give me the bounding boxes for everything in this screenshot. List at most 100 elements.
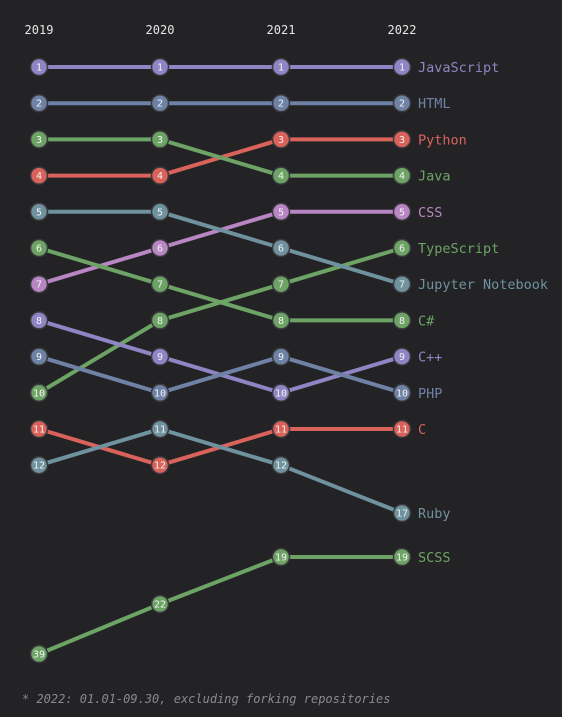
rank-label-c-2020: 7 [157, 280, 163, 291]
rank-label-python-2019: 4 [36, 171, 42, 182]
series-name-java: Java [418, 169, 451, 185]
series-name-python: Python [418, 132, 467, 148]
series-name-scss: SCSS [418, 550, 451, 566]
rank-node-jupyter-notebook-2020 [150, 202, 170, 222]
series-line-c [37, 318, 404, 395]
rank-node-java-2021 [271, 166, 291, 185]
rank-node-scss-2019 [29, 644, 49, 664]
rank-label-python-2021: 3 [278, 135, 284, 146]
rank-node-c-2019 [29, 419, 49, 439]
rank-node-java-2020 [150, 130, 170, 149]
rank-label-c-2021: 8 [278, 316, 284, 327]
series-lines [37, 65, 404, 656]
rank-label-css-2022: 5 [399, 207, 405, 218]
rank-node-css-2020 [150, 238, 170, 258]
series-line-scss [37, 555, 404, 656]
rank-node-typescript-2019 [29, 383, 49, 403]
rank-node-ruby-2022 [392, 503, 412, 523]
series-name-ruby: Ruby [418, 506, 451, 522]
rank-node-scss-2022 [392, 547, 412, 567]
series-name-css: CSS [418, 205, 442, 221]
rank-label-javascript-2021: 1 [278, 63, 284, 74]
rank-label-java-2020: 3 [157, 135, 163, 146]
rank-node-scss-2021 [271, 547, 291, 567]
rank-label-javascript-2019: 1 [36, 63, 42, 74]
rank-node-java-2022 [392, 166, 412, 185]
rank-node-c-2021 [271, 311, 291, 330]
series-name-jupyter-notebook: Jupyter Notebook [418, 277, 548, 293]
rank-node-c-2022 [392, 311, 412, 330]
rank-label-typescript-2019: 10 [33, 388, 45, 399]
x-tick-label-2019: 2019 [25, 23, 54, 37]
rank-label-css-2021: 5 [278, 207, 284, 218]
rank-label-c-2022: 11 [396, 425, 408, 436]
x-tick-label-2021: 2021 [267, 23, 296, 37]
rank-node-c-2022 [392, 347, 412, 366]
rank-node-jupyter-notebook-2022 [392, 274, 412, 294]
rank-label-ruby-2022: 17 [396, 509, 408, 520]
rank-node-html-2022 [392, 93, 412, 113]
series-name-javascript: JavaScript [418, 60, 499, 76]
rank-node-typescript-2022 [392, 238, 412, 258]
rank-node-javascript-2019 [29, 57, 49, 77]
rank-label-scss-2019: 39 [33, 650, 45, 661]
rank-node-html-2020 [150, 93, 170, 113]
x-tick-label-2020: 2020 [146, 23, 175, 37]
rank-label-javascript-2022: 1 [399, 63, 405, 74]
series-line-php [37, 354, 404, 395]
rank-label-php-2019: 9 [36, 352, 42, 363]
rank-node-typescript-2021 [271, 274, 291, 294]
rank-node-python-2022 [392, 130, 412, 149]
rank-label-java-2019: 3 [36, 135, 42, 146]
rank-label-jupyter-notebook-2021: 6 [278, 244, 284, 255]
series-name-c: C# [418, 313, 435, 329]
series-line-c [37, 246, 404, 323]
rank-node-php-2022 [392, 383, 412, 403]
rank-node-php-2019 [29, 347, 49, 366]
rank-label-jupyter-notebook-2022: 7 [399, 280, 405, 291]
rank-label-python-2022: 3 [399, 135, 405, 146]
series-name-c: C [418, 422, 426, 438]
rank-node-c-2020 [150, 347, 170, 366]
rank-node-css-2019 [29, 274, 49, 294]
rank-node-c-2019 [29, 311, 49, 330]
rank-label-ruby-2019: 12 [33, 461, 45, 472]
rank-label-scss-2021: 19 [275, 553, 287, 564]
rank-label-c-2019: 11 [33, 425, 45, 436]
rank-node-javascript-2020 [150, 57, 170, 77]
rank-label-jupyter-notebook-2019: 5 [36, 207, 42, 218]
series-line-ruby [37, 427, 404, 515]
rank-node-php-2021 [271, 347, 291, 366]
rank-node-python-2020 [150, 166, 170, 185]
x-tick-label-2022: 2022 [388, 23, 417, 37]
rank-label-java-2021: 4 [278, 171, 284, 182]
rank-label-html-2022: 2 [399, 99, 405, 110]
rank-node-javascript-2022 [392, 57, 412, 77]
rank-label-c-2019: 8 [36, 316, 42, 327]
rank-label-python-2020: 4 [157, 171, 163, 182]
series-line-jupyter-notebook [37, 209, 404, 287]
series-name-php: PHP [418, 386, 442, 402]
rank-label-jupyter-notebook-2020: 5 [157, 207, 163, 218]
rank-node-python-2021 [271, 130, 291, 149]
rank-label-scss-2020: 22 [154, 600, 166, 611]
rank-label-html-2019: 2 [36, 99, 42, 110]
rank-node-ruby-2019 [29, 455, 49, 475]
rank-label-typescript-2021: 7 [278, 280, 284, 291]
rank-label-c-2020: 9 [157, 352, 163, 363]
rank-node-c-2021 [271, 419, 291, 439]
rank-label-html-2020: 2 [157, 99, 163, 110]
rank-node-c-2020 [150, 455, 170, 475]
series-labels: JavaScript HTML Python Java CSS TypeScript Jup… [418, 60, 548, 566]
rank-node-c-2019 [29, 238, 49, 258]
rank-node-html-2019 [29, 93, 49, 113]
rank-label-c-2022: 8 [399, 316, 405, 327]
rank-label-typescript-2022: 6 [399, 244, 405, 255]
rank-label-typescript-2020: 8 [157, 316, 163, 327]
rank-label-javascript-2020: 1 [157, 63, 163, 74]
rank-node-ruby-2020 [150, 419, 170, 439]
rank-node-scss-2020 [150, 594, 170, 614]
rank-label-c-2020: 12 [154, 461, 166, 472]
rank-label-php-2021: 9 [278, 352, 284, 363]
